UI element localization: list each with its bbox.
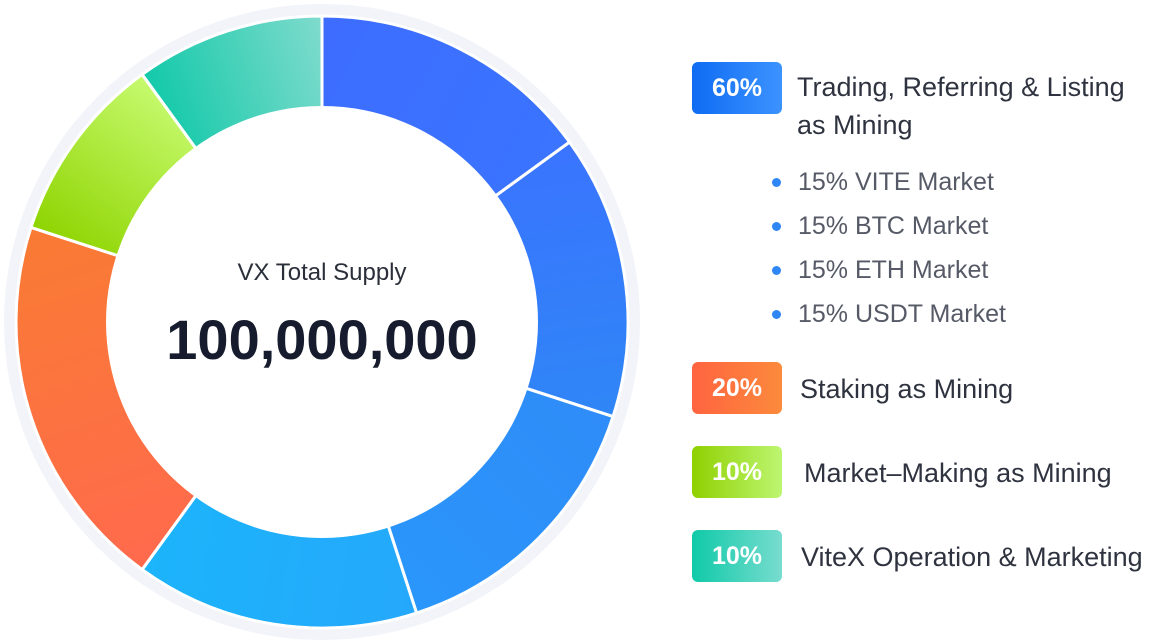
legend-label-trading-line-1: Trading, Referring & Listing — [797, 72, 1125, 102]
center-value: 100,000,000 — [166, 308, 477, 371]
percent-badge-market-making: 10% — [692, 446, 782, 498]
sub-item-eth-market: 15% ETH Market — [772, 248, 1006, 292]
legend-label-market-making: Market–Making as Mining — [804, 458, 1112, 488]
bullet-icon — [772, 266, 781, 275]
legend-label-operation: ViteX Operation & Marketing — [801, 542, 1143, 572]
sub-item-usdt-market: 15% USDT Market — [772, 292, 1006, 336]
bullet-icon — [772, 310, 781, 319]
percent-badge-operation: 10% — [692, 530, 782, 582]
center-label: VX Total Supply — [238, 259, 407, 286]
sub-item-label: 15% ETH Market — [798, 256, 989, 284]
legend-label-trading-line-2: as Mining — [797, 110, 913, 140]
legend-label-staking: Staking as Mining — [800, 374, 1014, 404]
donut-slices — [14, 14, 630, 630]
percent-badge-staking: 20% — [692, 362, 782, 414]
sub-item-label: 15% BTC Market — [798, 212, 989, 240]
bullet-icon — [772, 178, 781, 187]
donut-hole — [106, 106, 538, 538]
sub-item-label: 15% USDT Market — [798, 300, 1006, 328]
bullet-icon — [772, 222, 781, 231]
percent-badge-trading: 60% — [692, 62, 782, 114]
trading-sub-list: 15% VITE Market 15% BTC Market 15% ETH M… — [772, 160, 1006, 336]
donut-chart: VX Total Supply 100,000,000 — [4, 4, 640, 640]
sub-item-btc-market: 15% BTC Market — [772, 204, 1006, 248]
sub-item-label: 15% VITE Market — [798, 168, 994, 196]
legend-label-trading: Trading, Referring & Listing as Mining — [797, 68, 1125, 144]
sub-item-vite-market: 15% VITE Market — [772, 160, 1006, 204]
